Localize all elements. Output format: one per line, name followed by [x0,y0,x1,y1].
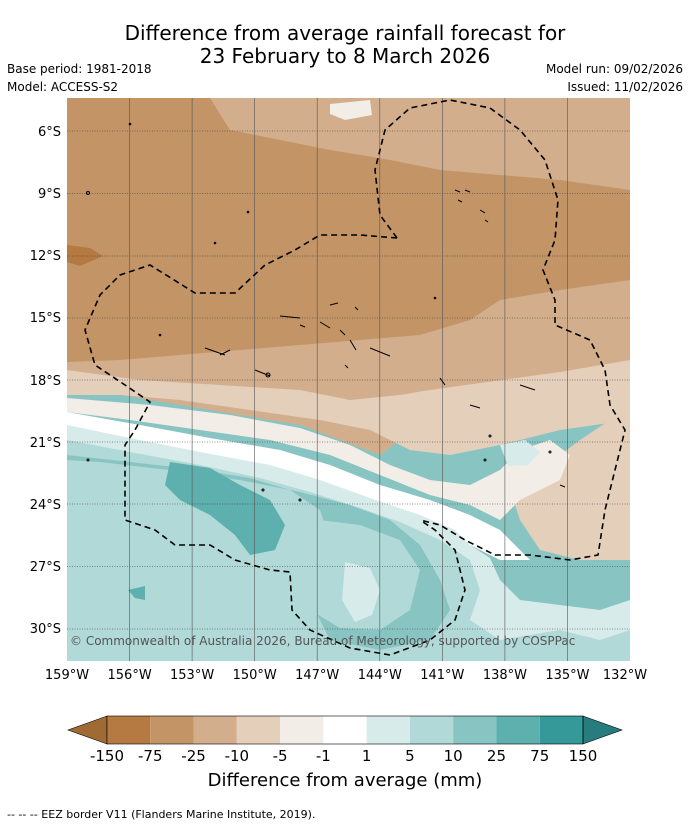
field-dry-weak-east [510,400,630,560]
footnote-text: -- -- -- EEZ border V11 (Flanders Marine… [7,808,316,821]
field-wet-patch-east [500,440,540,466]
lon-label: 138°W [483,668,527,683]
lat-label: 24°S [30,498,61,513]
colorbar: -150 -75 -25 -10 -5 -1 1 5 10 25 75 150 [67,715,623,765]
colorbar-tick-label: -1 [316,747,331,765]
field-dry-strong [67,245,103,266]
lon-label: 150°W [233,668,277,683]
rainfall-field [67,98,630,661]
colorbar-tick-label: -5 [273,747,288,765]
colorbar-tick-label: 1 [362,747,372,765]
lon-label: 159°W [45,668,89,683]
lon-label: 144°W [358,668,402,683]
title-line-2: 23 February to 8 March 2026 [199,44,491,68]
lat-label: 9°S [38,187,61,202]
copyright-text: © Commonwealth of Australia 2026, Bureau… [70,634,576,648]
lon-label: 147°W [295,668,339,683]
colorbar-swatch [409,716,454,744]
field-neutral [67,398,570,520]
islands [86,122,566,502]
colorbar-frame [106,715,584,745]
model-run-text: Model run: 09/02/2026 [545,62,683,76]
lon-label: 132°W [603,668,647,683]
lat-label: 12°S [30,249,61,264]
issued-text: Issued: 11/02/2026 [567,80,683,94]
colorbar-swatch [193,716,237,744]
model-text: Model: ACCESS-S2 [7,80,119,94]
colorbar-tick-label: 25 [487,747,506,765]
colorbar-swatch [323,716,367,744]
base-period-text: Base period: 1981-2018 [7,62,152,76]
lon-label: 141°W [420,668,464,683]
colorbar-tick-label: -150 [90,747,124,765]
colorbar-tick-label: 5 [405,747,415,765]
lon-label: 156°W [108,668,152,683]
eez-border [84,99,626,656]
colorbar-tick-label: 150 [569,747,598,765]
colorbar-swatch [453,716,497,744]
meta-right: Model run: 09/02/2026 Issued: 11/02/2026 [546,60,683,96]
lon-label: 153°W [170,668,214,683]
colorbar-label: Difference from average (mm) [207,770,483,791]
colorbar-arrow-left [67,715,108,745]
meta-left: Base period: 1981-2018 Model: ACCESS-S2 [7,60,152,96]
colorbar-swatch [107,716,151,744]
lon-label: 135°W [545,668,589,683]
colorbar-swatch [539,716,583,744]
field-wet-patch-west [78,497,125,530]
lat-label: 30°S [30,622,61,637]
lat-label: 6°S [38,125,61,140]
lat-label: 27°S [30,560,61,575]
colorbar-swatch [236,716,281,744]
meridians [129,98,568,661]
field-wet-patch-inner [342,562,380,622]
colorbar-swatch [366,716,410,744]
colorbar-tick-label: 10 [444,747,463,765]
map-title: Difference from average rainfall forecas… [0,22,690,68]
longitude-labels: 159°W 156°W 153°W 150°W 147°W 144°W 141°… [45,668,647,683]
colorbar-tick-label: 75 [530,747,549,765]
field-dry-weak [67,360,630,455]
colorbar-tick-label: -75 [138,747,163,765]
colorbar-swatch [280,716,324,744]
colorbar-tick-label: -10 [225,747,250,765]
colorbar-swatch [150,716,194,744]
colorbar-swatch [496,716,540,744]
colorbar-tick-label: -25 [181,747,206,765]
lat-label: 21°S [30,436,61,451]
title-line-1: Difference from average rainfall forecas… [124,21,566,45]
field-wet-spot [128,586,145,600]
lat-label: 18°S [30,374,61,389]
lat-label: 15°S [30,311,61,326]
field-neutral-north [330,100,372,120]
colorbar-arrow-right [582,715,623,745]
latitude-labels: 6°S 9°S 12°S 15°S 18°S 21°S 24°S 27°S 30… [30,125,61,637]
field-dry-medium [67,98,630,362]
